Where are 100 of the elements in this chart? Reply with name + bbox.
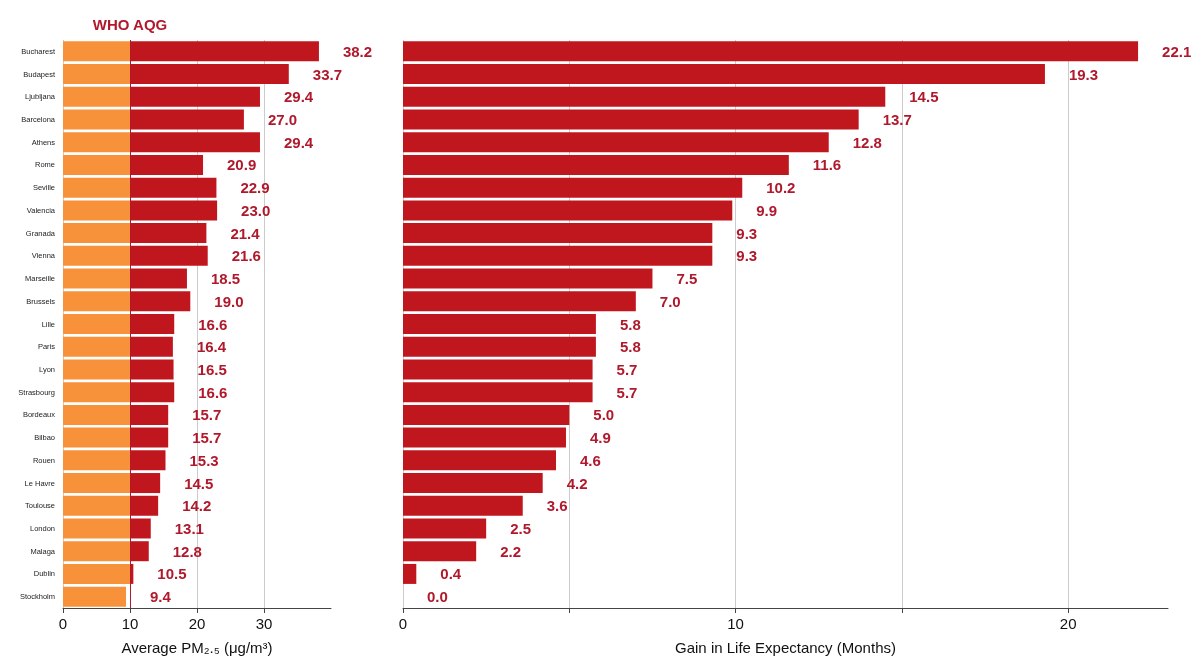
bar	[63, 359, 130, 380]
bar	[403, 109, 859, 130]
data-label: 0.0	[427, 588, 448, 606]
bar	[403, 473, 543, 494]
bar	[130, 223, 207, 244]
data-label: 4.9	[589, 429, 611, 447]
total-label: 22.9	[240, 179, 270, 197]
bar	[130, 359, 174, 380]
bar	[63, 64, 130, 85]
total-label: 20.9	[227, 156, 257, 174]
bar	[130, 64, 289, 85]
bar	[403, 404, 570, 425]
data-label: 5.8	[619, 338, 641, 356]
bar	[403, 291, 636, 312]
total-label: 15.7	[192, 429, 222, 447]
total-label: 27.0	[267, 111, 298, 129]
total-label: 23.0	[241, 201, 271, 219]
bar	[63, 586, 126, 607]
x-tick-label: 10	[121, 615, 139, 632]
total-label: 14.2	[182, 497, 212, 515]
ref-line-label: WHO AQG	[92, 16, 168, 33]
bar	[403, 245, 713, 266]
bar	[63, 314, 130, 334]
data-label: 9.3	[736, 224, 758, 242]
total-label: 29.4	[283, 133, 314, 151]
bar	[63, 200, 130, 221]
total-label: 13.1	[174, 519, 204, 537]
bar	[403, 154, 789, 175]
bar	[403, 541, 477, 562]
bar	[130, 495, 159, 516]
data-label: 7.5	[676, 270, 698, 288]
data-label: 2.5	[510, 519, 532, 537]
data-label: 3.6	[546, 497, 568, 515]
bar	[130, 427, 169, 448]
x-axis-title: Average PM₂.₅ (μg/m³)	[121, 639, 273, 656]
bar	[130, 404, 169, 425]
bar	[130, 518, 151, 539]
total-label: 16.6	[198, 315, 228, 333]
data-label: 7.0	[659, 292, 681, 310]
total-label: 9.4	[149, 588, 172, 606]
bar	[403, 177, 743, 198]
x-tick-label: 30	[255, 615, 273, 632]
x-axis-title: Gain in Life Expectancy (Months)	[675, 639, 896, 656]
bar	[63, 132, 130, 153]
bar	[130, 200, 218, 221]
bar	[130, 314, 175, 334]
data-label: 22.1	[1162, 42, 1191, 60]
bar	[63, 495, 130, 516]
bar	[403, 314, 596, 334]
data-label: 5.0	[593, 406, 615, 424]
total-label: 15.3	[189, 451, 219, 469]
bar	[63, 268, 130, 289]
bar	[63, 427, 130, 448]
bar	[403, 518, 487, 539]
bar	[403, 450, 556, 471]
data-label: 10.2	[766, 179, 796, 197]
total-label: 15.7	[192, 406, 222, 424]
total-label: 38.2	[342, 42, 373, 60]
bar	[63, 291, 130, 312]
bar	[130, 109, 244, 130]
total-label: 16.5	[197, 360, 227, 378]
bar	[130, 450, 166, 471]
bar	[403, 223, 713, 244]
total-label: 16.6	[198, 383, 228, 401]
bar	[130, 245, 208, 266]
total-label: 16.4	[196, 338, 227, 356]
bar	[63, 109, 130, 130]
bar	[130, 177, 217, 198]
total-label: 12.8	[172, 542, 202, 560]
total-label: 29.4	[283, 88, 314, 106]
bar	[63, 154, 130, 175]
data-label: 4.6	[580, 451, 601, 469]
data-label: 9.9	[756, 201, 778, 219]
x-tick-label: 20	[1059, 615, 1077, 632]
x-tick-label: 10	[727, 615, 744, 632]
bar	[130, 154, 204, 175]
bar	[130, 268, 187, 289]
bar	[130, 473, 161, 494]
bar	[130, 86, 260, 107]
bar	[63, 450, 130, 471]
bar	[403, 495, 523, 516]
total-label: 14.5	[184, 474, 214, 492]
bar	[63, 382, 130, 403]
bar	[403, 200, 733, 221]
bar	[63, 541, 130, 562]
data-label: 5.8	[619, 315, 641, 333]
data-label: 13.7	[882, 111, 912, 129]
bar	[403, 86, 886, 107]
bar	[63, 336, 130, 357]
bar	[403, 64, 1045, 85]
bar	[63, 223, 130, 244]
data-label: 5.7	[616, 383, 638, 401]
bar	[403, 427, 566, 448]
data-label: 12.8	[852, 133, 882, 151]
bar	[403, 336, 596, 357]
bar	[63, 177, 130, 198]
data-label: 14.5	[909, 88, 939, 106]
total-label: 18.5	[210, 270, 241, 288]
total-label: 19.0	[214, 292, 244, 310]
bar	[403, 41, 1139, 62]
